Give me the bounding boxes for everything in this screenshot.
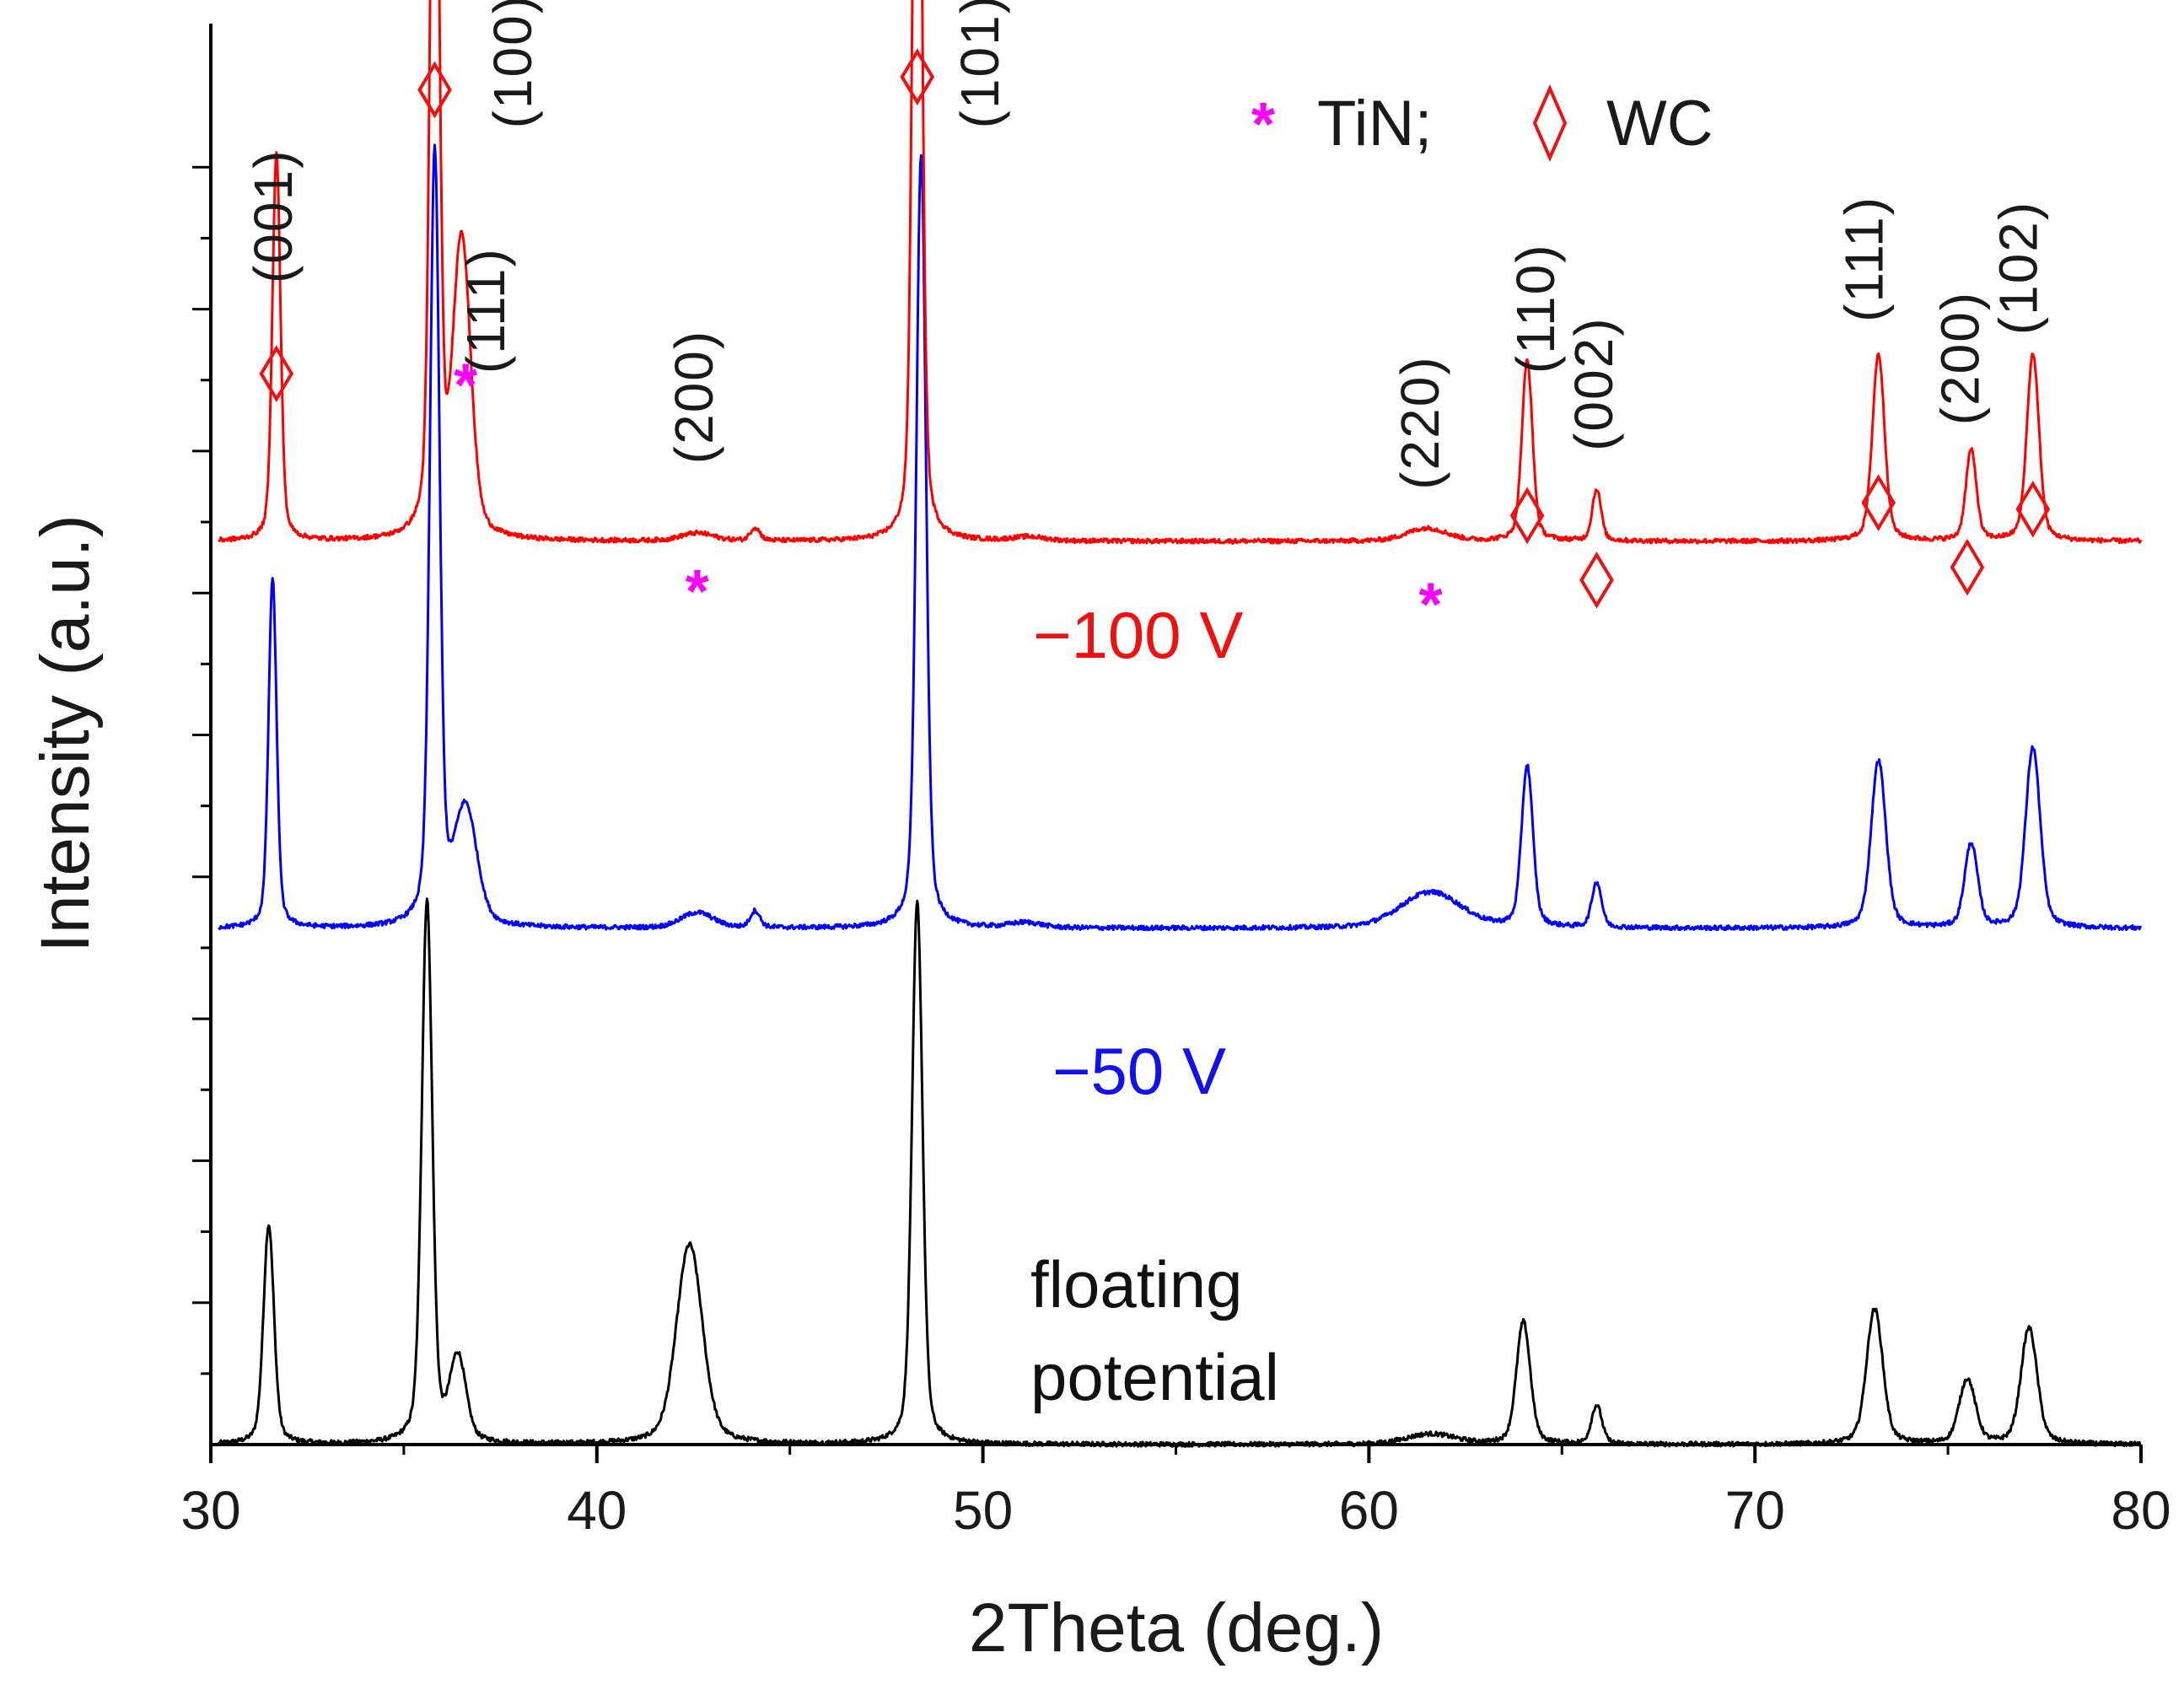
- hkl-label: (100): [482, 0, 543, 128]
- tin-star-marker: *: [454, 352, 477, 419]
- y-ticks: [192, 165, 211, 1375]
- tin-star-marker: *: [1419, 571, 1443, 638]
- hkl-label: (111): [1833, 196, 1894, 322]
- wc-diamond-marker: [1861, 474, 1896, 531]
- hkl-label: (002): [1563, 316, 1624, 450]
- x-axis-title: 2Theta (deg.): [969, 1590, 1384, 1666]
- hkl-label: (200): [1930, 291, 1991, 425]
- xrd-curve-minus-100v: [218, 0, 2143, 545]
- wc-diamond-marker: [1579, 552, 1614, 609]
- series-label-minus-100v: −100 V: [1033, 598, 1243, 672]
- x-ticks: 30 40 50 60 70 80: [180, 1445, 2171, 1541]
- x-tick-label: 70: [1725, 1480, 1785, 1541]
- wc-diamond-marker: [1509, 487, 1545, 545]
- hkl-label: (111): [455, 247, 516, 374]
- y-axis-title: Intensity (a.u.): [27, 514, 104, 953]
- legend-wc-marker: [1532, 84, 1568, 162]
- series-label-floating-line1: floating: [1030, 1247, 1243, 1321]
- hkl-label: (200): [664, 330, 724, 464]
- tin-star-marker: *: [686, 558, 709, 626]
- wc-diamond-marker: [417, 61, 452, 119]
- hkl-label: (102): [1988, 201, 2048, 335]
- wc-diamond-marker: [2015, 480, 2051, 538]
- x-tick-label: 30: [180, 1480, 240, 1541]
- legend-tin-label: TiN;: [1317, 88, 1433, 159]
- x-tick-label: 60: [1339, 1480, 1399, 1541]
- hkl-label: (220): [1390, 355, 1450, 489]
- x-tick-label: 80: [2111, 1480, 2171, 1541]
- x-tick-label: 50: [953, 1480, 1013, 1541]
- series-label-minus-50v: −50 V: [1052, 1034, 1226, 1108]
- legend-wc-label: WC: [1606, 88, 1713, 159]
- wc-diamond-marker: [259, 345, 294, 402]
- x-tick-label: 40: [567, 1480, 627, 1541]
- hkl-label: (001): [243, 149, 304, 283]
- series-label-floating-line2: potential: [1030, 1340, 1279, 1414]
- legend: * TiN; WC: [1251, 84, 1713, 162]
- hkl-label: (110): [1505, 243, 1566, 374]
- wc-diamond-marker: [900, 48, 935, 106]
- annotation-layer: (001) (100) (111) (200) (101) (220) (110)(002)…: [243, 0, 2051, 638]
- xrd-curve-minus-50v: [218, 143, 2143, 932]
- wc-diamond-marker: [1950, 538, 1985, 596]
- series-layer: [217, 0, 2143, 1448]
- legend-tin-marker: *: [1251, 91, 1275, 159]
- xrd-curve-floating: [217, 897, 2143, 1448]
- hkl-label: (101): [949, 0, 1010, 128]
